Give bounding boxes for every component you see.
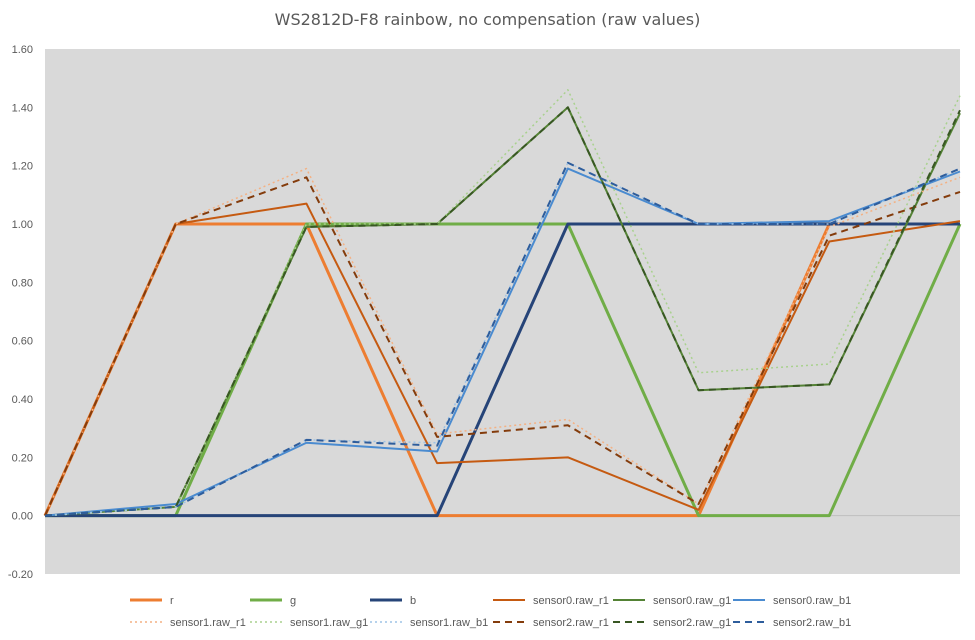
series-line-sensor0-raw-r1 xyxy=(44,202,961,517)
legend-label: sensor0.raw_g1 xyxy=(653,595,731,607)
y-tick-label: -0.20 xyxy=(8,569,33,581)
chart-title: WS2812D-F8 rainbow, no compensation (raw… xyxy=(274,10,701,29)
y-tick-label: 1.40 xyxy=(12,102,33,114)
y-tick-label: 0.40 xyxy=(12,394,33,406)
series-line-sensor2-raw-r1 xyxy=(44,176,961,517)
series-line-sensor2-raw-b1 xyxy=(44,161,961,517)
y-tick-label: 1.00 xyxy=(12,219,33,231)
legend-label: sensor2.raw_b1 xyxy=(773,617,851,629)
y-tick-label: 1.60 xyxy=(12,44,33,56)
legend-label: sensor1.raw_b1 xyxy=(410,617,488,629)
y-tick-label: 0.60 xyxy=(12,336,33,348)
series-layer xyxy=(43,89,962,518)
legend-label: r xyxy=(170,595,174,607)
y-tick-label: 0.80 xyxy=(12,277,33,289)
legend-label: sensor0.raw_r1 xyxy=(533,595,609,607)
legend-label: sensor0.raw_b1 xyxy=(773,595,851,607)
legend-label: sensor1.raw_g1 xyxy=(290,617,368,629)
series-line-g xyxy=(45,222,962,518)
series-line-sensor0-raw-b1 xyxy=(44,167,961,517)
legend-label: sensor1.raw_r1 xyxy=(170,617,246,629)
legend-label: b xyxy=(410,595,416,607)
y-tick-label: 0.20 xyxy=(12,452,33,464)
series-line-sensor2-raw-g1 xyxy=(44,106,961,517)
y-tick-label: 1.20 xyxy=(12,161,33,173)
legend-label: g xyxy=(290,595,296,607)
y-tick-label: 0.00 xyxy=(12,511,33,523)
legend-label: sensor2.raw_g1 xyxy=(653,617,731,629)
legend-label: sensor2.raw_r1 xyxy=(533,617,609,629)
series-line-sensor1-raw-g1 xyxy=(44,89,961,517)
legend: r g b sensor0.raw_r1 sensor0.raw_g1 sensor0.r… xyxy=(130,595,851,629)
